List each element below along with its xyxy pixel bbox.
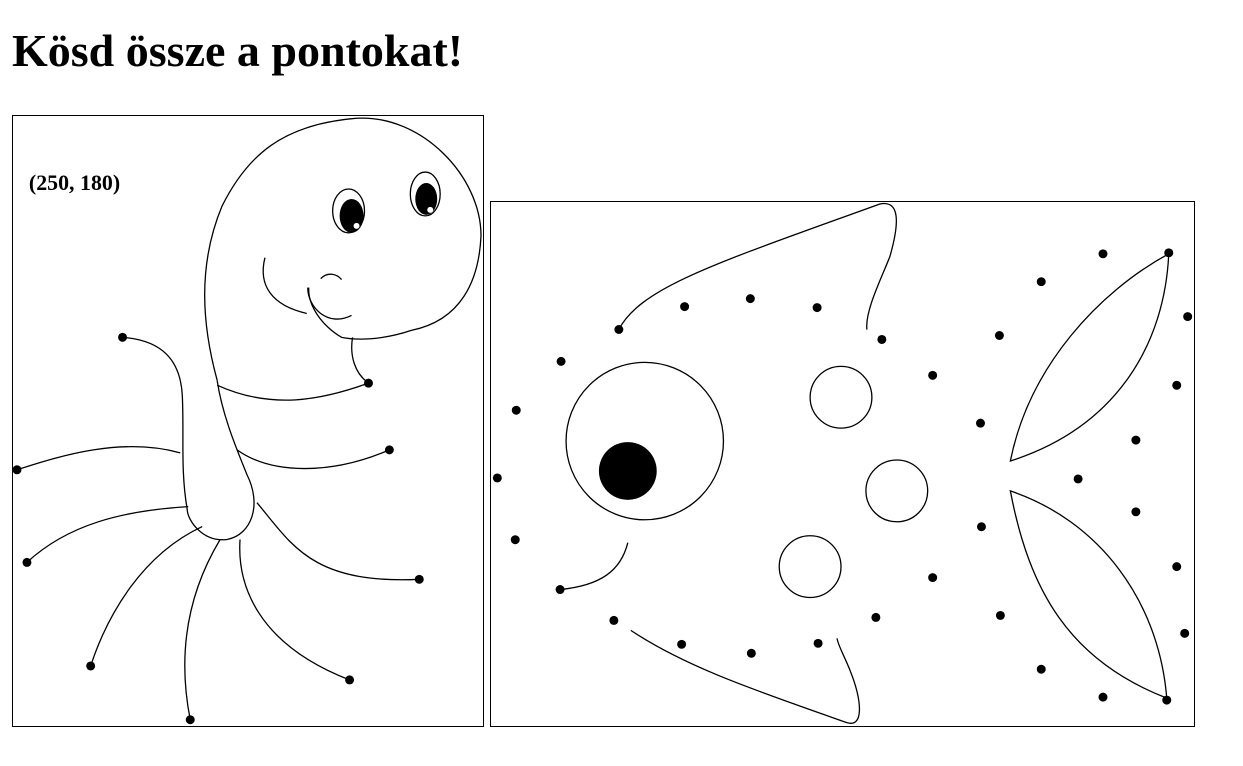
fish-tail-upper	[1009, 252, 1170, 462]
dot[interactable]	[492, 473, 502, 483]
octopus-body	[122, 336, 255, 541]
tentacle-1	[216, 382, 369, 401]
dot[interactable]	[12, 465, 22, 475]
dot[interactable]	[746, 648, 756, 658]
tentacle-3	[256, 502, 420, 581]
dot[interactable]	[976, 522, 986, 532]
dot[interactable]	[511, 405, 521, 415]
dot[interactable]	[995, 610, 1005, 620]
dot[interactable]	[345, 675, 355, 685]
octopus-cheek	[262, 257, 307, 315]
dot[interactable]	[614, 325, 624, 334]
fish-spot	[778, 535, 842, 599]
fish-eye-outline	[565, 361, 725, 521]
dot[interactable]	[1131, 435, 1141, 445]
fish-spot	[809, 365, 873, 429]
dot[interactable]	[510, 535, 520, 545]
dot[interactable]	[555, 585, 565, 595]
octopus-canvas[interactable]: (250, 180)	[12, 116, 483, 726]
dot[interactable]	[928, 573, 938, 583]
dot[interactable]	[877, 334, 887, 344]
dot[interactable]	[745, 294, 755, 304]
fish-spot	[865, 459, 929, 523]
fish-bottom-fin	[630, 629, 861, 724]
octopus-head-outline	[204, 117, 482, 381]
page-title: Kösd össze a pontokat!	[12, 25, 464, 76]
fish-pupil	[598, 442, 657, 500]
tentacle-5	[184, 539, 221, 720]
tentacle-4	[239, 539, 350, 681]
dot[interactable]	[677, 639, 687, 649]
dot[interactable]	[185, 715, 195, 725]
dot[interactable]	[1180, 628, 1190, 638]
fish-drawing-area[interactable]	[490, 201, 1195, 727]
dot[interactable]	[928, 370, 938, 380]
tentacle-6	[90, 525, 203, 667]
dot[interactable]	[1073, 474, 1083, 484]
left-pupil	[339, 198, 364, 233]
dot[interactable]	[1162, 695, 1172, 705]
octopus-mouth	[307, 273, 352, 320]
dot[interactable]	[680, 302, 690, 312]
right-pupil	[415, 183, 438, 215]
dot[interactable]	[1098, 249, 1108, 259]
dot[interactable]	[871, 612, 881, 622]
dot[interactable]	[1172, 562, 1182, 572]
tentacle-8	[16, 445, 181, 471]
octopus-neck	[351, 337, 369, 384]
octopus-drawing-area[interactable]: (250, 180)	[12, 115, 484, 727]
dot[interactable]	[364, 378, 373, 388]
dot[interactable]	[86, 661, 96, 671]
left-eye-outline	[331, 188, 366, 234]
dot[interactable]	[384, 445, 394, 455]
tentacle-7	[26, 505, 189, 563]
dot[interactable]	[1172, 380, 1182, 390]
dot[interactable]	[1036, 664, 1046, 674]
fish-tail-lower	[1009, 489, 1168, 700]
right-eye-outline	[409, 171, 441, 217]
tentacle-2	[236, 449, 390, 470]
dot[interactable]	[975, 418, 985, 428]
dot[interactable]	[1164, 248, 1174, 258]
dot[interactable]	[1183, 312, 1193, 322]
dot[interactable]	[812, 303, 822, 313]
dot[interactable]	[813, 638, 823, 648]
dot[interactable]	[118, 332, 128, 342]
dot[interactable]	[1131, 507, 1141, 517]
dot[interactable]	[414, 574, 424, 584]
dot[interactable]	[556, 356, 566, 366]
dot[interactable]	[609, 615, 619, 625]
dot[interactable]	[22, 557, 32, 567]
fish-mouth	[560, 542, 629, 591]
fish-top-fin	[618, 202, 897, 330]
right-eye-shine	[427, 206, 434, 213]
dot[interactable]	[994, 331, 1004, 340]
fish-canvas[interactable]	[491, 202, 1194, 726]
dot[interactable]	[1036, 277, 1046, 287]
dot[interactable]	[1098, 692, 1108, 702]
left-eye-shine	[353, 222, 360, 229]
coordinate-readout: (250, 180)	[29, 170, 120, 195]
